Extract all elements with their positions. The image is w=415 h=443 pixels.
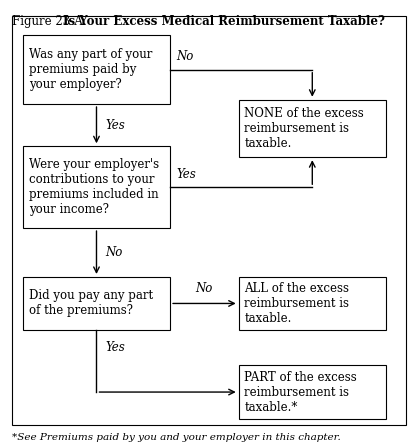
Text: NONE of the excess
reimbursement is
taxable.: NONE of the excess reimbursement is taxa… <box>244 107 364 150</box>
Text: Did you pay any part
of the premiums?: Did you pay any part of the premiums? <box>29 289 153 318</box>
Bar <box>23 35 170 104</box>
Text: Yes: Yes <box>176 168 196 182</box>
Bar <box>239 100 386 157</box>
Bar <box>239 365 386 419</box>
Text: No: No <box>176 50 194 63</box>
Text: Were your employer's
contributions to your
premiums included in
your income?: Were your employer's contributions to yo… <box>29 158 159 216</box>
Text: Yes: Yes <box>105 119 125 132</box>
Text: Yes: Yes <box>105 341 125 354</box>
Bar <box>23 146 170 228</box>
Text: Was any part of your
premiums paid by
your employer?: Was any part of your premiums paid by yo… <box>29 48 152 91</box>
Bar <box>23 277 170 330</box>
Bar <box>239 277 386 330</box>
Text: No: No <box>105 246 123 259</box>
Text: Figure 23-A.: Figure 23-A. <box>12 15 90 28</box>
Text: No: No <box>196 283 213 295</box>
Text: PART of the excess
reimbursement is
taxable.*: PART of the excess reimbursement is taxa… <box>244 370 357 414</box>
Text: *See Premiums paid by you and your employer in this chapter.: *See Premiums paid by you and your emplo… <box>12 433 340 442</box>
Text: Is Your Excess Medical Reimbursement Taxable?: Is Your Excess Medical Reimbursement Tax… <box>63 15 386 28</box>
Text: ALL of the excess
reimbursement is
taxable.: ALL of the excess reimbursement is taxab… <box>244 282 349 325</box>
